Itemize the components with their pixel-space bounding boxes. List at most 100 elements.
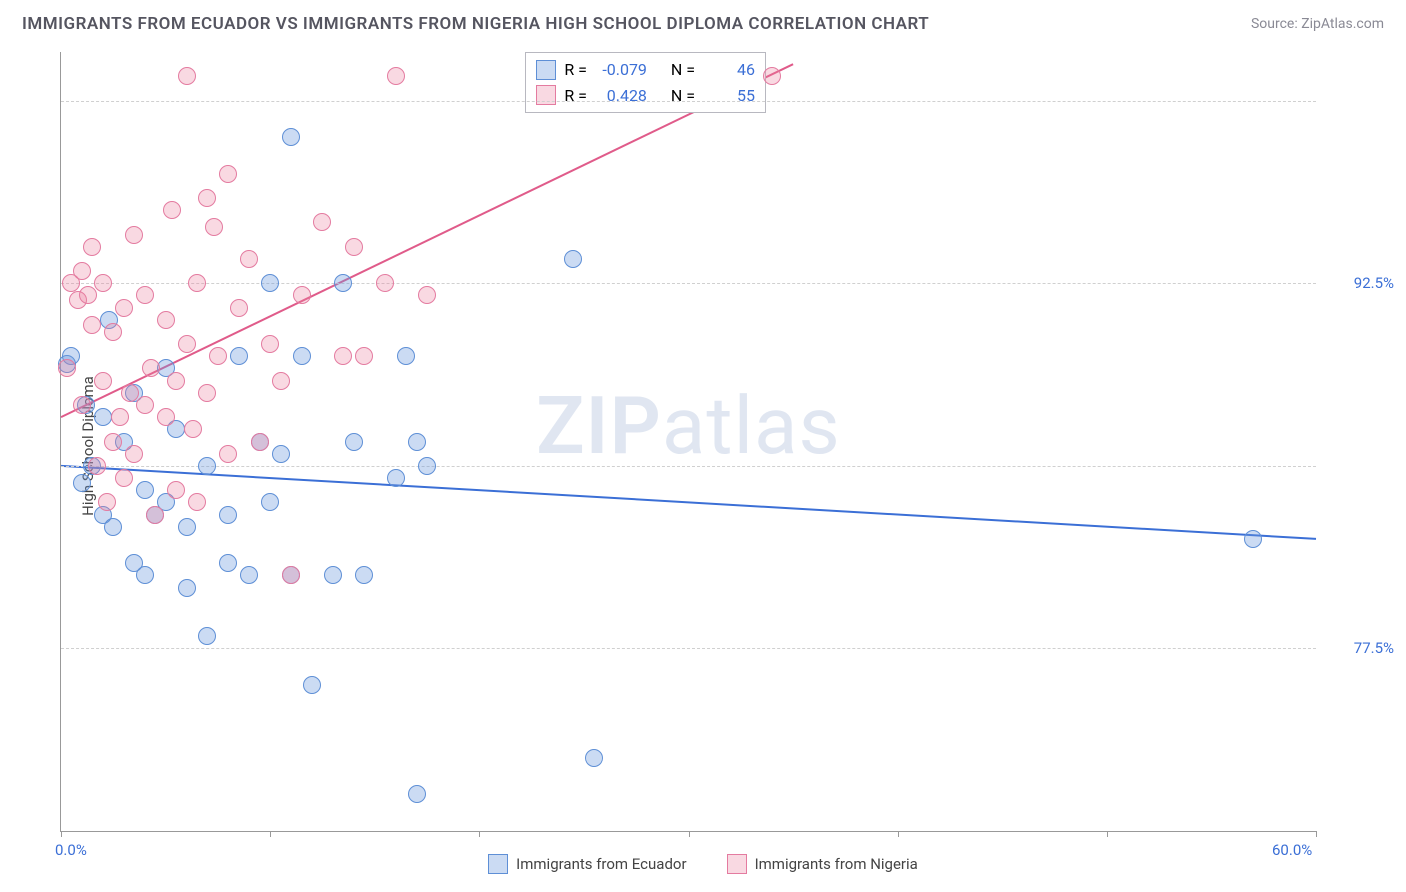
data-point	[188, 274, 206, 292]
data-point	[219, 554, 237, 572]
data-point	[104, 323, 122, 341]
data-point	[157, 311, 175, 329]
data-point	[136, 481, 154, 499]
data-point	[198, 627, 216, 645]
data-point	[136, 566, 154, 584]
data-point	[282, 128, 300, 146]
x-tick	[270, 831, 271, 837]
data-point	[94, 372, 112, 390]
legend-swatch	[488, 854, 508, 874]
data-point	[418, 286, 436, 304]
data-point	[73, 474, 91, 492]
regression-line	[61, 466, 1316, 539]
y-tick-label: 92.5%	[1354, 274, 1394, 292]
data-point	[209, 347, 227, 365]
legend-swatch	[536, 60, 556, 80]
data-point	[376, 274, 394, 292]
legend-row: R = -0.079 N = 46	[536, 57, 755, 83]
legend-label: Immigrants from Ecuador	[516, 855, 686, 873]
x-tick	[479, 831, 480, 837]
data-point	[219, 506, 237, 524]
data-point	[125, 226, 143, 244]
data-point	[146, 506, 164, 524]
legend-item: Immigrants from Ecuador	[488, 854, 686, 874]
gridline	[61, 101, 1316, 102]
data-point	[585, 749, 603, 767]
data-point	[111, 408, 129, 426]
data-point	[58, 359, 76, 377]
r-label: R = 0.428	[564, 83, 647, 109]
data-point	[115, 469, 133, 487]
series-legend: Immigrants from Ecuador Immigrants from N…	[0, 854, 1406, 874]
chart-title: IMMIGRANTS FROM ECUADOR VS IMMIGRANTS FR…	[22, 14, 929, 34]
data-point	[397, 347, 415, 365]
legend-item: Immigrants from Nigeria	[727, 854, 918, 874]
data-point	[136, 396, 154, 414]
legend-row: R = 0.428 N = 55	[536, 83, 755, 109]
data-point	[408, 785, 426, 803]
data-point	[261, 493, 279, 511]
data-point	[763, 67, 781, 85]
data-point	[240, 566, 258, 584]
r-label: R = -0.079	[564, 57, 647, 83]
x-tick	[61, 831, 62, 837]
gridline	[61, 648, 1316, 649]
data-point	[157, 408, 175, 426]
data-point	[387, 469, 405, 487]
data-point	[115, 299, 133, 317]
data-point	[167, 481, 185, 499]
x-tick	[1107, 831, 1108, 837]
data-point	[313, 213, 331, 231]
data-point	[79, 286, 97, 304]
data-point	[1244, 530, 1262, 548]
correlation-legend: R = -0.079 N = 46R = 0.428 N = 55	[525, 52, 766, 113]
data-point	[104, 518, 122, 536]
data-point	[293, 286, 311, 304]
data-point	[261, 274, 279, 292]
x-tick	[898, 831, 899, 837]
data-point	[184, 420, 202, 438]
n-label: N = 46	[671, 57, 755, 83]
regression-lines	[61, 52, 1316, 831]
y-tick-label: 77.5%	[1354, 639, 1394, 657]
data-point	[387, 67, 405, 85]
legend-swatch	[536, 85, 556, 105]
data-point	[282, 566, 300, 584]
data-point	[355, 566, 373, 584]
data-point	[564, 250, 582, 268]
legend-label: Immigrants from Nigeria	[755, 855, 918, 873]
data-point	[188, 493, 206, 511]
data-point	[198, 457, 216, 475]
data-point	[219, 445, 237, 463]
data-point	[345, 238, 363, 256]
data-point	[355, 347, 373, 365]
data-point	[324, 566, 342, 584]
data-point	[334, 274, 352, 292]
data-point	[272, 445, 290, 463]
x-tick	[689, 831, 690, 837]
legend-swatch	[727, 854, 747, 874]
data-point	[167, 372, 185, 390]
data-point	[163, 201, 181, 219]
data-point	[142, 359, 160, 377]
data-point	[94, 408, 112, 426]
data-point	[83, 316, 101, 334]
data-point	[230, 347, 248, 365]
data-point	[303, 676, 321, 694]
data-point	[178, 67, 196, 85]
data-point	[88, 457, 106, 475]
data-point	[178, 579, 196, 597]
gridline	[61, 283, 1316, 284]
data-point	[345, 433, 363, 451]
source-label: Source: ZipAtlas.com	[1251, 16, 1384, 32]
data-point	[272, 372, 290, 390]
gridline	[61, 466, 1316, 467]
data-point	[334, 347, 352, 365]
data-point	[408, 433, 426, 451]
data-point	[104, 433, 122, 451]
data-point	[136, 286, 154, 304]
data-point	[125, 445, 143, 463]
data-point	[178, 518, 196, 536]
data-point	[73, 262, 91, 280]
data-point	[418, 457, 436, 475]
